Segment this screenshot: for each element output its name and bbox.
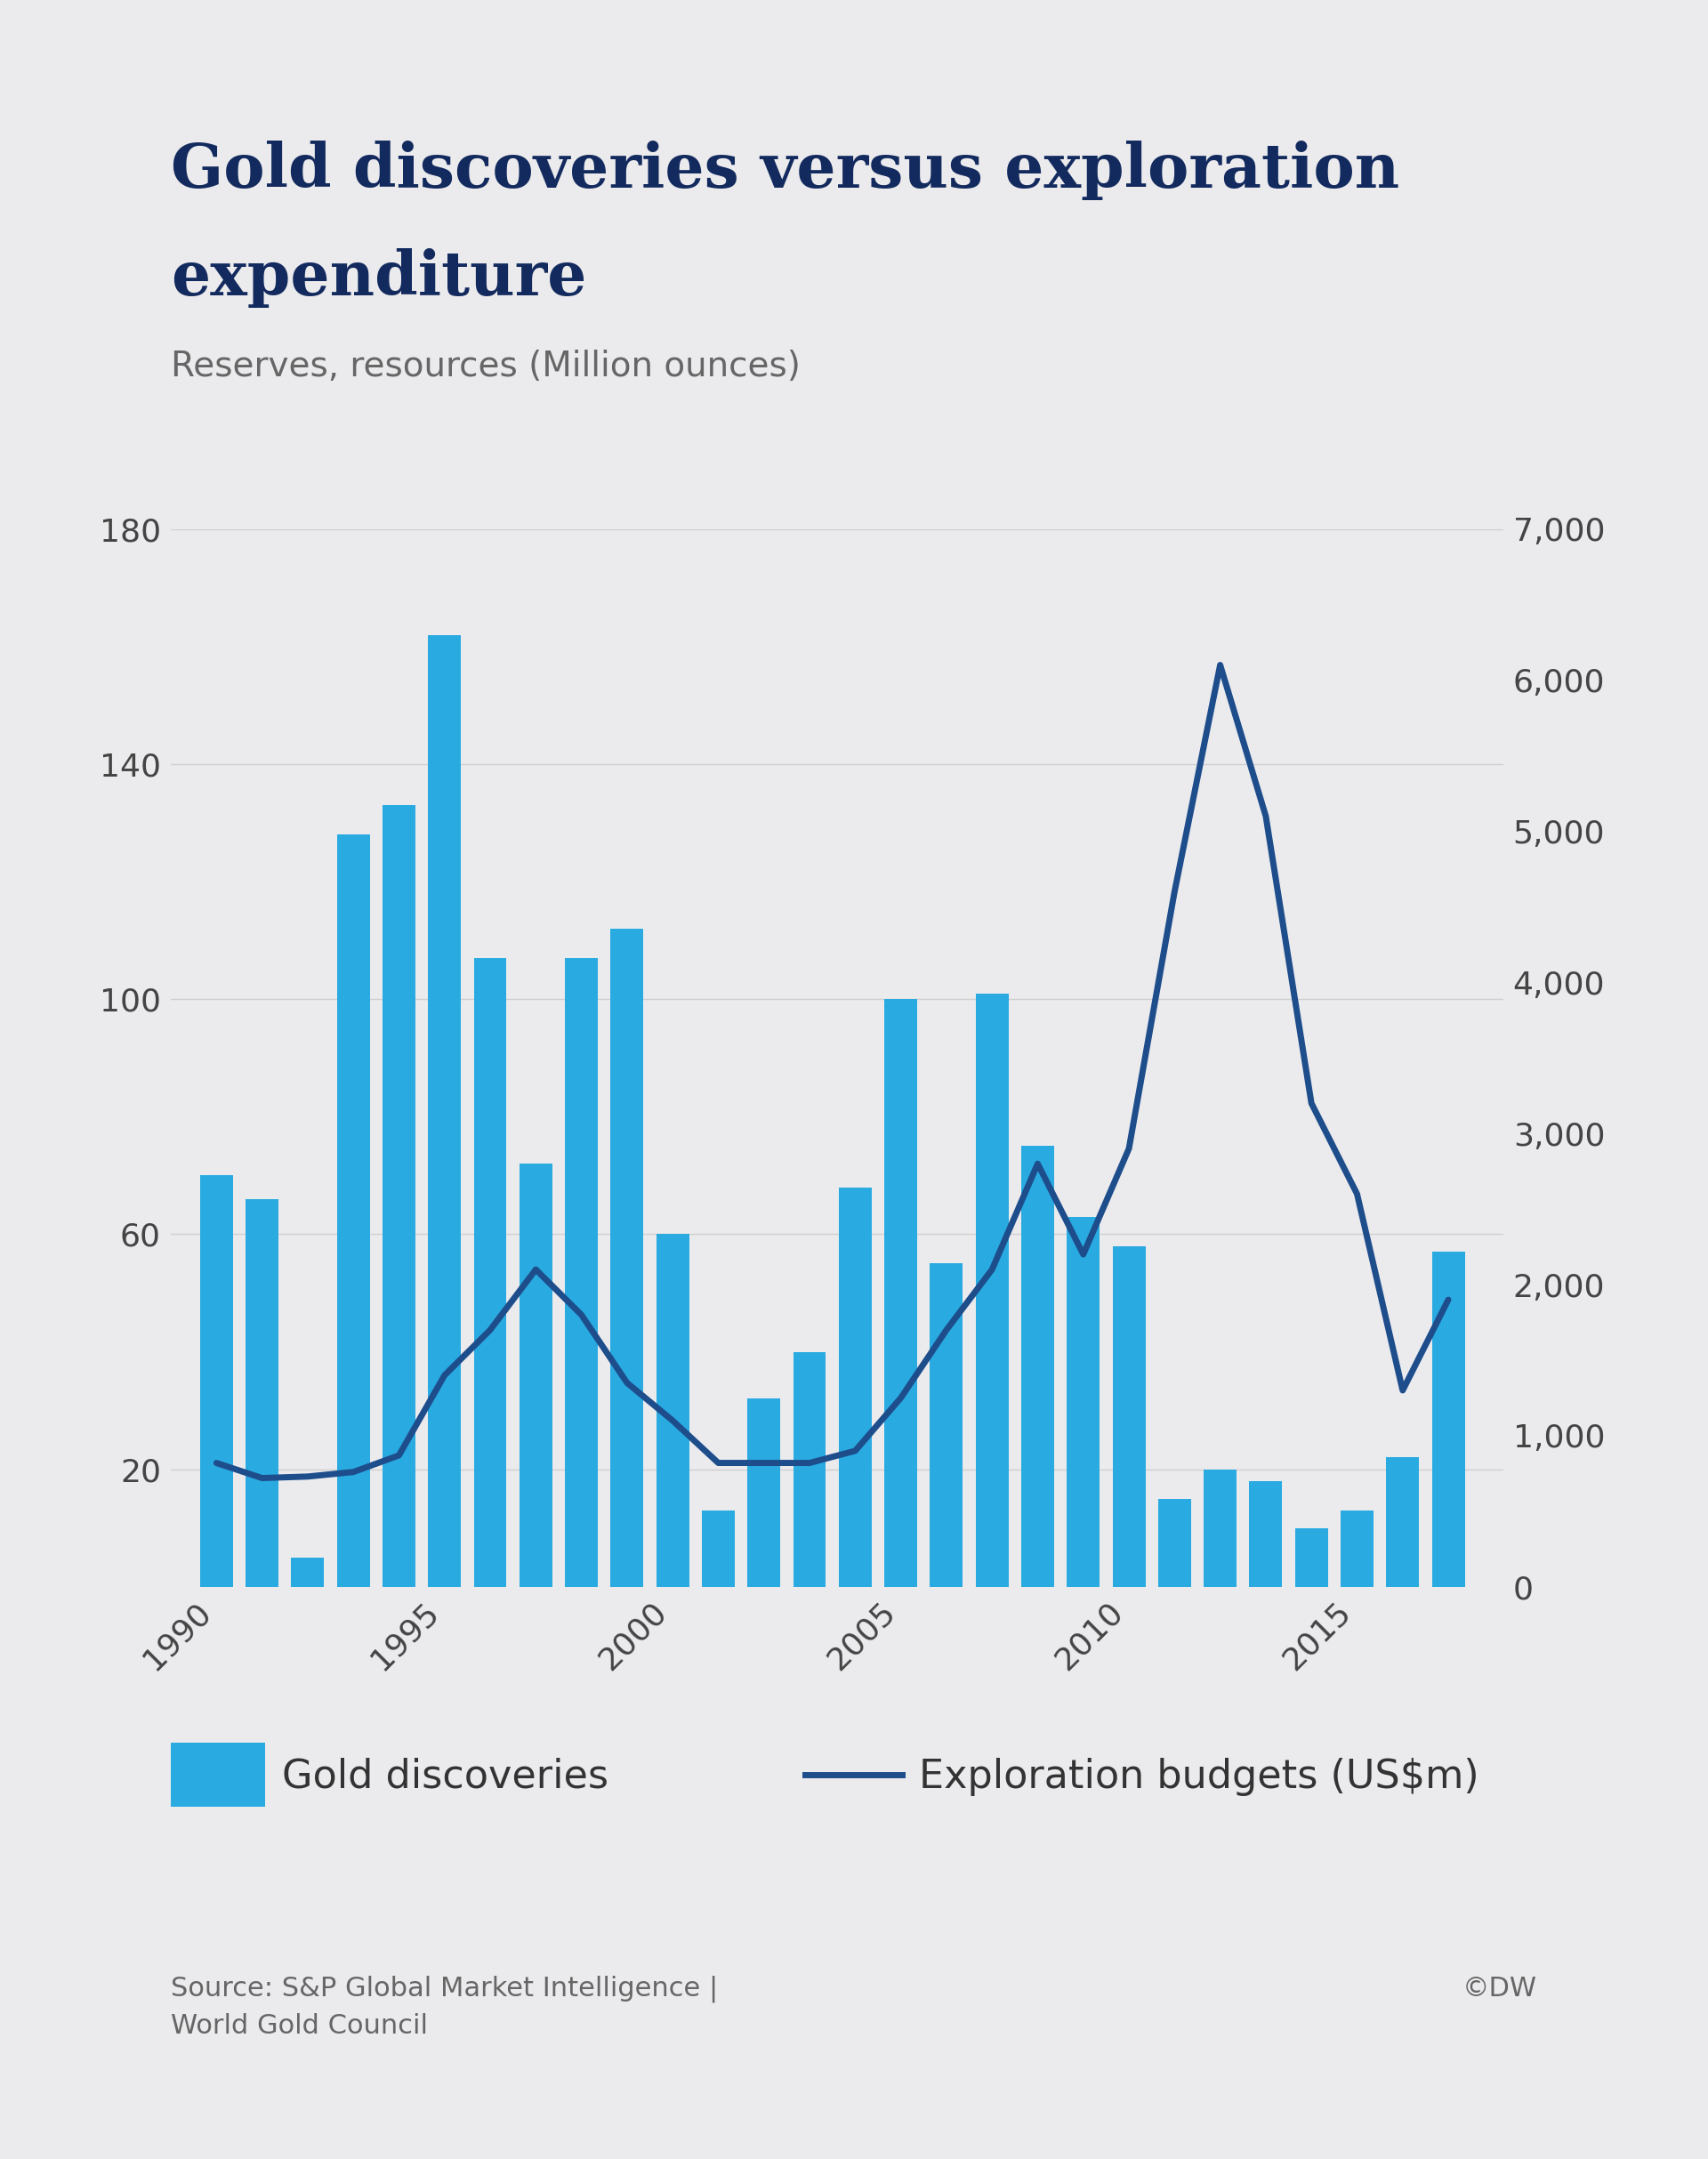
Text: expenditure: expenditure bbox=[171, 248, 586, 309]
Bar bbox=[1341, 1511, 1373, 1587]
Bar bbox=[1068, 1216, 1100, 1587]
Bar bbox=[519, 1164, 552, 1587]
Text: Exploration budgets (US$m): Exploration budgets (US$m) bbox=[919, 1757, 1479, 1796]
Bar bbox=[429, 635, 461, 1587]
Bar bbox=[1295, 1529, 1327, 1587]
Text: Gold discoveries: Gold discoveries bbox=[282, 1757, 608, 1796]
Bar bbox=[1204, 1470, 1237, 1587]
Bar bbox=[702, 1511, 734, 1587]
Bar bbox=[1158, 1498, 1190, 1587]
Bar bbox=[793, 1352, 827, 1587]
Bar bbox=[975, 993, 1008, 1587]
Bar bbox=[473, 959, 507, 1587]
Text: Source: S&P Global Market Intelligence |
World Gold Council: Source: S&P Global Market Intelligence |… bbox=[171, 1975, 717, 2038]
Bar bbox=[885, 1000, 917, 1587]
Text: ©DW: ©DW bbox=[1462, 1975, 1537, 2001]
Bar bbox=[1021, 1146, 1054, 1587]
Bar bbox=[1112, 1246, 1146, 1587]
Bar bbox=[1431, 1252, 1465, 1587]
Bar bbox=[611, 928, 644, 1587]
Bar bbox=[1249, 1481, 1283, 1587]
Bar bbox=[200, 1174, 232, 1587]
Bar bbox=[748, 1399, 781, 1587]
Bar bbox=[565, 959, 598, 1587]
Bar bbox=[246, 1198, 278, 1587]
Bar bbox=[1387, 1457, 1419, 1587]
Bar bbox=[383, 805, 415, 1587]
Text: Reserves, resources (Million ounces): Reserves, resources (Million ounces) bbox=[171, 350, 801, 384]
Bar bbox=[839, 1187, 871, 1587]
Bar bbox=[292, 1557, 325, 1587]
Bar bbox=[336, 836, 369, 1587]
Bar bbox=[656, 1235, 688, 1587]
Bar bbox=[929, 1263, 963, 1587]
Text: Gold discoveries versus exploration: Gold discoveries versus exploration bbox=[171, 140, 1399, 201]
